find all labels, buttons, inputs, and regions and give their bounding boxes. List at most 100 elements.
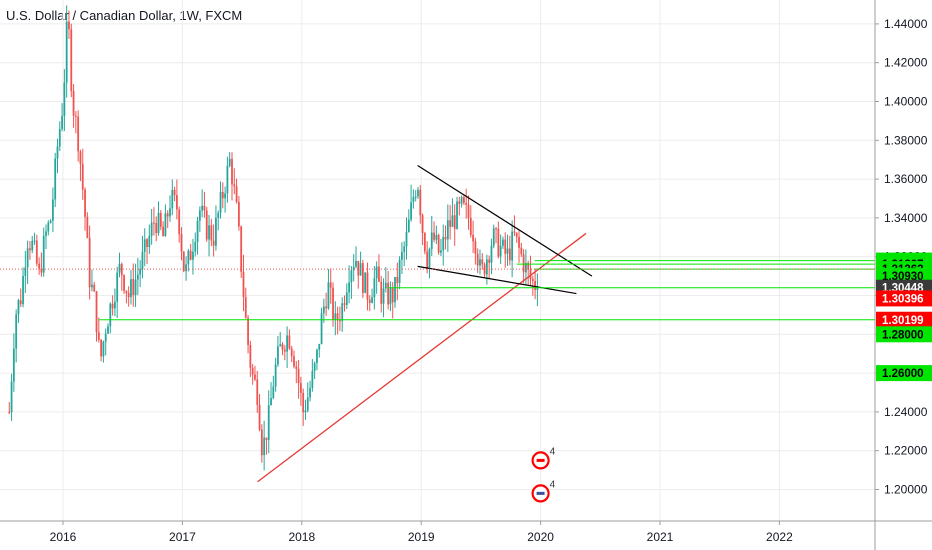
candle-body — [382, 288, 385, 304]
candle-body — [272, 386, 275, 399]
candle-body — [150, 222, 153, 236]
wedge-upper-line — [417, 165, 593, 277]
candle-body — [132, 279, 135, 296]
candle-body — [247, 317, 249, 346]
candle-body — [442, 236, 445, 251]
candle-body — [511, 231, 514, 261]
x-tick-label: 2022 — [766, 530, 793, 544]
candle-body — [100, 339, 103, 357]
candle-body — [235, 186, 238, 203]
candle-body — [267, 405, 270, 441]
price-tag-label: 1.28000 — [882, 329, 924, 341]
candle-body — [497, 228, 500, 257]
candle-body — [251, 367, 254, 375]
price-tags: 1.318061.318071.313621.309301.304481.303… — [876, 252, 932, 382]
price-tag: 1.30396 — [876, 290, 932, 307]
candle-body — [421, 215, 424, 234]
drawing-layer[interactable] — [0, 165, 875, 483]
candle-body — [178, 209, 181, 235]
candle-body — [281, 344, 284, 350]
candle-body — [481, 259, 484, 265]
candle-body — [242, 271, 245, 298]
candle-body — [419, 189, 422, 216]
candle-body — [226, 165, 229, 194]
candle-body — [91, 284, 93, 288]
candle-body — [169, 208, 171, 217]
x-tick-label: 2016 — [50, 530, 77, 544]
candle-body — [352, 266, 355, 271]
candlestick-series[interactable] — [8, 5, 539, 471]
candle-body — [403, 246, 406, 252]
candle-body — [45, 231, 47, 236]
candle-body — [65, 21, 68, 83]
candle-body — [33, 240, 36, 242]
candle-body — [339, 320, 341, 322]
candle-body — [22, 275, 24, 305]
candle-body — [423, 233, 426, 252]
candle-body — [228, 158, 231, 166]
price-tag-bg — [876, 290, 932, 307]
candle-body — [231, 158, 233, 185]
candle-body — [389, 287, 392, 305]
candle-body — [332, 287, 334, 321]
flag-mark — [536, 491, 545, 495]
candle-body — [130, 279, 132, 298]
candle-body — [410, 202, 412, 220]
candle-body — [224, 193, 227, 199]
candle-body — [378, 266, 380, 282]
candle-body — [198, 210, 201, 221]
candle-body — [396, 277, 399, 284]
candle-body — [70, 29, 73, 91]
event-marker[interactable]: 4 — [531, 479, 556, 503]
flag-mark — [536, 458, 545, 462]
candle-body — [407, 219, 410, 232]
candle-body — [499, 245, 502, 257]
candle-body — [146, 239, 148, 248]
candle-body — [488, 259, 491, 263]
candle-body — [159, 212, 162, 227]
candle-body — [102, 341, 105, 357]
event-marker[interactable]: 4 — [531, 446, 556, 470]
candle-body — [173, 189, 176, 196]
candle-body — [219, 191, 222, 213]
candle-body — [465, 202, 468, 205]
candle-body — [456, 201, 458, 229]
candle-body — [405, 231, 408, 247]
candle-body — [297, 368, 300, 384]
candle-body — [515, 232, 518, 237]
candle-body — [42, 235, 45, 273]
candle-body — [104, 333, 107, 342]
candle-body — [306, 397, 309, 411]
candle-body — [380, 281, 383, 304]
candle-body — [426, 251, 429, 268]
candle-body — [453, 215, 456, 229]
candle-body — [185, 264, 187, 272]
candle-body — [31, 240, 34, 251]
price-tag-label: 1.30199 — [882, 315, 924, 327]
candle-body — [68, 21, 70, 30]
candle-body — [210, 225, 213, 241]
candle-body — [283, 349, 286, 352]
candle-body — [329, 282, 332, 288]
candle-body — [336, 313, 339, 321]
x-tick-label: 2017 — [169, 530, 196, 544]
candle-body — [531, 278, 534, 282]
candle-body — [249, 345, 252, 368]
candle-body — [171, 189, 174, 209]
candle-body — [109, 303, 112, 327]
candle-body — [286, 335, 289, 352]
candle-body — [476, 253, 479, 266]
y-tick-label: 1.22000 — [884, 444, 928, 458]
event-badge-count: 4 — [550, 479, 556, 490]
candle-body — [316, 349, 318, 364]
candle-body — [136, 274, 139, 280]
candle-body — [113, 301, 116, 309]
candle-body — [77, 116, 80, 152]
candle-body — [322, 306, 325, 314]
candle-body — [51, 199, 54, 221]
candle-body — [166, 213, 169, 217]
candle-body — [125, 290, 128, 293]
event-markers[interactable]: 44 — [531, 446, 556, 503]
candle-body — [401, 251, 403, 260]
